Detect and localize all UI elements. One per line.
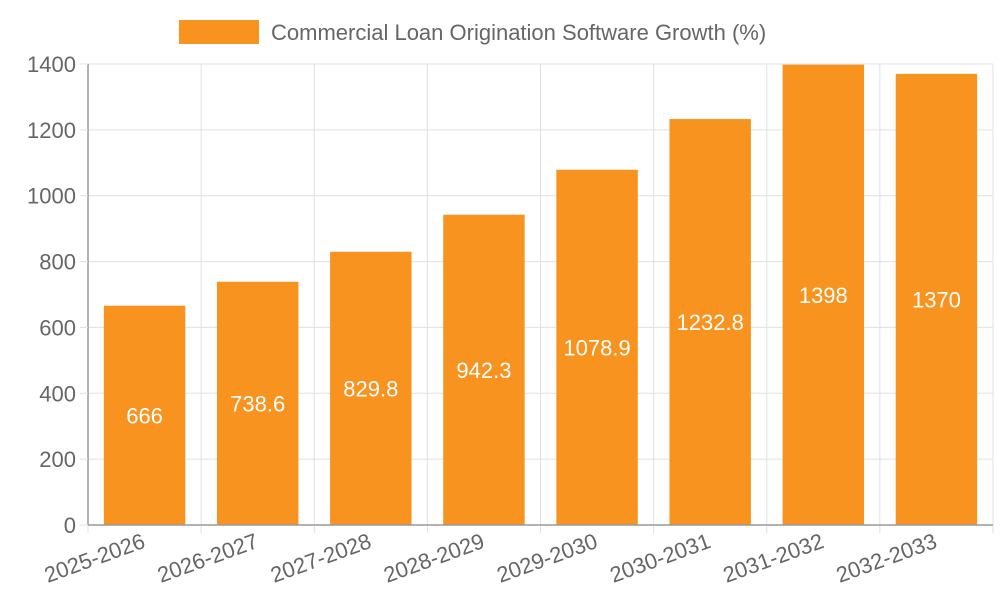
x-tick-label: 2026-2027 [154, 528, 261, 587]
data-label: 666 [126, 403, 163, 428]
y-tick-label: 600 [39, 315, 76, 340]
x-tick-label: 2025-2026 [41, 528, 148, 587]
data-label: 1398 [799, 283, 848, 308]
y-tick-label: 800 [39, 250, 76, 275]
y-tick-label: 1200 [27, 118, 76, 143]
legend-swatch [179, 20, 259, 44]
data-label: 1078.9 [563, 335, 630, 360]
x-tick-label: 2031-2032 [720, 528, 827, 587]
y-tick-label: 400 [39, 381, 76, 406]
data-label: 1370 [912, 287, 961, 312]
x-tick-label: 2030-2031 [606, 528, 713, 587]
bar-2032-2033[interactable] [895, 73, 978, 525]
y-tick-label: 1000 [27, 184, 76, 209]
y-tick-label: 200 [39, 447, 76, 472]
bar-2030-2031[interactable] [669, 119, 751, 525]
bar-2029-2030[interactable] [556, 169, 638, 525]
x-tick-label: 2029-2030 [493, 528, 600, 587]
data-label: 942.3 [456, 358, 511, 383]
x-axis-ticks: 2025-2026 2026-2027 2027-2028 2028-2029 2029… [41, 528, 940, 587]
bar-2031-2032[interactable] [782, 64, 865, 525]
legend[interactable]: Commercial Loan Origination Software Gro… [179, 20, 766, 45]
axes [87, 64, 993, 526]
y-tick-label: 1400 [27, 52, 76, 77]
data-label: 1232.8 [677, 310, 744, 335]
bar-2025-2026[interactable] [103, 305, 186, 525]
bar-2026-2027[interactable] [216, 281, 299, 525]
legend-label: Commercial Loan Origination Software Gro… [271, 20, 766, 45]
data-labels: 666 738.6 829.8 942.3 1078.9 1232.8 1398 1370 [126, 283, 961, 429]
bar-2027-2028[interactable] [330, 251, 412, 525]
bars [103, 64, 978, 526]
x-tick-label: 2028-2029 [380, 528, 487, 587]
data-label: 738.6 [230, 391, 285, 416]
y-tick-label: 0 [64, 513, 76, 538]
bar-2028-2029[interactable] [443, 214, 525, 526]
x-tick-label: 2032-2033 [833, 528, 940, 587]
y-axis-ticks: 0 200 400 600 800 1000 1200 1400 [27, 52, 88, 538]
x-tick-label: 2027-2028 [267, 528, 374, 587]
data-label: 829.8 [343, 376, 398, 401]
